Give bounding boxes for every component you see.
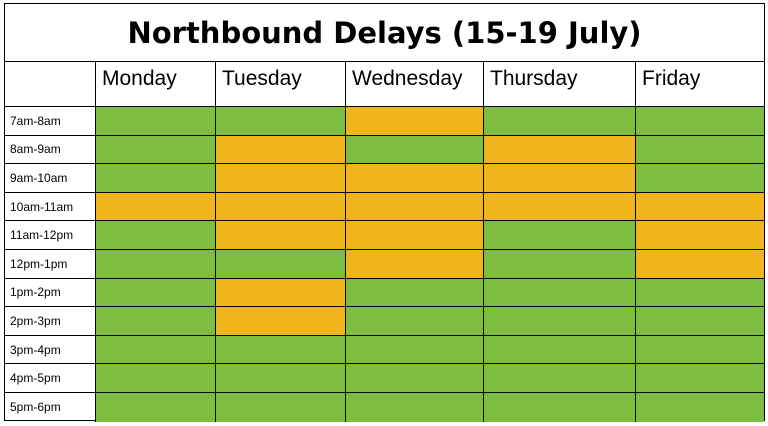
delay-cell — [96, 250, 216, 279]
delay-cell — [636, 335, 764, 365]
row-label: 12pm-1pm — [5, 250, 96, 279]
delay-cell — [484, 364, 636, 393]
delay-cell — [346, 221, 484, 250]
delay-cell — [636, 135, 764, 165]
delay-cell — [346, 164, 484, 193]
column-header-thursday: Thursday — [484, 62, 636, 107]
delay-cell — [216, 135, 346, 165]
delay-cell — [346, 364, 484, 393]
delay-cell — [636, 221, 764, 250]
delay-cell — [96, 364, 216, 393]
delay-cell — [484, 335, 636, 365]
delay-cell — [216, 164, 346, 193]
row-label: 7am-8am — [5, 107, 96, 136]
delay-cell — [216, 192, 346, 222]
delay-cell — [484, 278, 636, 308]
row-label: 4pm-5pm — [5, 364, 96, 393]
delay-cell — [216, 221, 346, 250]
delay-cell — [636, 393, 764, 422]
delay-cell — [346, 192, 484, 222]
delay-cell — [484, 393, 636, 422]
delay-cell — [484, 192, 636, 222]
delay-cell — [636, 250, 764, 279]
delay-cell — [346, 250, 484, 279]
chart-title: Northbound Delays (15-19 July) — [5, 4, 764, 62]
delay-cell — [96, 135, 216, 165]
delay-cell — [96, 393, 216, 422]
delay-cell — [484, 221, 636, 250]
delay-cell — [636, 364, 764, 393]
delay-cell — [346, 135, 484, 165]
delay-cell — [484, 135, 636, 165]
delay-cell — [216, 335, 346, 365]
column-header-wednesday: Wednesday — [346, 62, 484, 107]
column-header-tuesday: Tuesday — [216, 62, 346, 107]
delay-cell — [96, 164, 216, 193]
delay-cell — [346, 278, 484, 308]
delay-cell — [346, 307, 484, 336]
row-label: 10am-11am — [5, 192, 96, 222]
delay-cell — [484, 164, 636, 193]
delay-cell — [636, 278, 764, 308]
row-label: 3pm-4pm — [5, 335, 96, 365]
delay-cell — [216, 307, 346, 336]
row-label: 9am-10am — [5, 164, 96, 193]
delay-cell — [96, 278, 216, 308]
row-label: 8am-9am — [5, 135, 96, 165]
delay-cell — [96, 307, 216, 336]
row-label: 1pm-2pm — [5, 278, 96, 308]
delay-cell — [216, 393, 346, 422]
delay-cell — [346, 335, 484, 365]
delay-cell — [636, 164, 764, 193]
row-label: 11am-12pm — [5, 221, 96, 250]
delay-cell — [216, 107, 346, 136]
delay-cell — [636, 192, 764, 222]
delay-cell — [96, 221, 216, 250]
delay-cell — [346, 107, 484, 136]
delay-cell — [96, 192, 216, 222]
corner-cell — [5, 62, 96, 107]
delay-cell — [216, 278, 346, 308]
delay-cell — [216, 250, 346, 279]
delay-cell — [96, 335, 216, 365]
delay-cell — [216, 364, 346, 393]
delay-cell — [96, 107, 216, 136]
row-label: 2pm-3pm — [5, 307, 96, 336]
delay-cell — [636, 107, 764, 136]
delay-cell — [346, 393, 484, 422]
delay-cell — [484, 250, 636, 279]
timetable-frame: Northbound Delays (15-19 July) Monday Tue… — [4, 3, 765, 422]
delay-cell — [484, 307, 636, 336]
delay-cell — [636, 307, 764, 336]
delay-cell — [484, 107, 636, 136]
row-label: 5pm-6pm — [5, 393, 96, 422]
column-header-friday: Friday — [636, 62, 764, 107]
column-header-monday: Monday — [96, 62, 216, 107]
delay-grid: Monday Tuesday Wednesday Thursday Friday 7am-… — [5, 62, 764, 422]
